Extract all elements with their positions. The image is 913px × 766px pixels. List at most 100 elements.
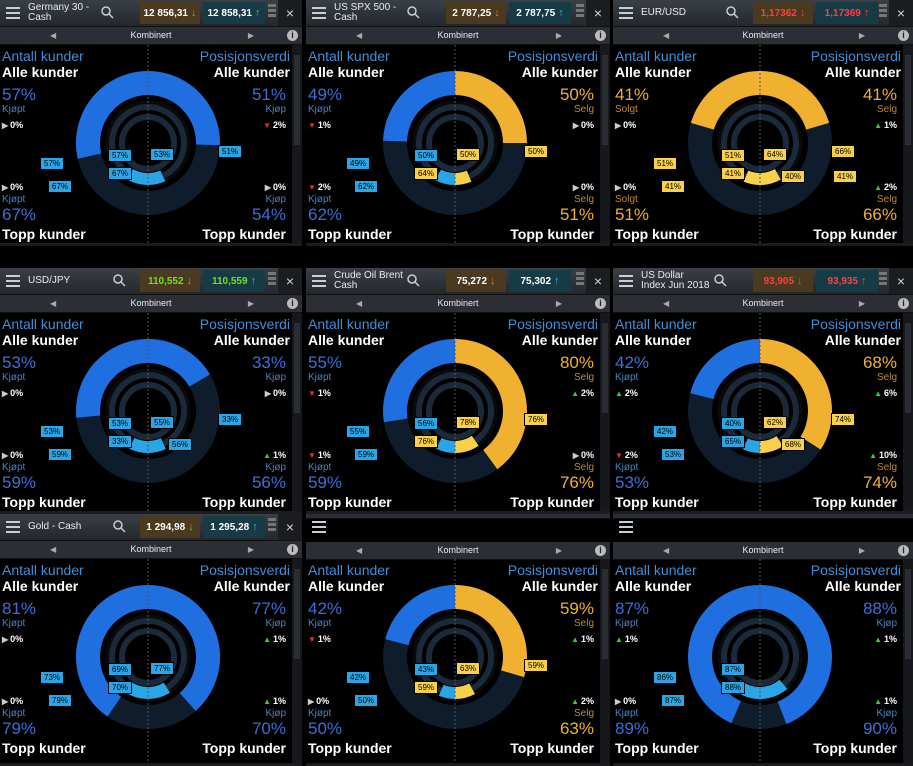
prev-view-icon[interactable]: ◀ [663,299,670,308]
scrollbar-thumb[interactable] [905,55,911,145]
next-view-icon[interactable]: ▶ [858,31,865,40]
scrollbar[interactable] [292,559,302,766]
view-label[interactable]: Kombinert [437,545,479,555]
close-icon[interactable]: × [889,268,913,294]
info-icon[interactable]: i [287,544,298,555]
view-label[interactable]: Kombinert [130,30,172,40]
view-label[interactable]: Kombinert [742,30,784,40]
view-label[interactable]: Kombinert [742,545,784,555]
prev-view-icon[interactable]: ◀ [356,546,363,555]
next-view-icon[interactable]: ▶ [858,299,865,308]
buy-price-button[interactable]: 2 787,75 ↑ [509,2,571,24]
menu-icon[interactable] [4,272,22,290]
sell-price-button[interactable]: 93,905 ↓ [753,270,813,292]
search-icon[interactable] [100,5,114,19]
info-icon[interactable]: i [898,30,909,41]
prev-view-icon[interactable]: ◀ [356,31,363,40]
search-icon[interactable] [713,273,727,287]
menu-icon[interactable] [617,518,635,536]
scrollbar[interactable] [600,559,610,766]
close-icon[interactable]: × [889,0,913,26]
drag-handle-icon[interactable] [268,518,276,536]
sell-price-button[interactable]: 2 787,25 ↓ [446,2,506,24]
search-icon[interactable] [112,273,126,287]
drag-handle-icon[interactable] [576,4,584,22]
next-view-icon[interactable]: ▶ [555,546,562,555]
scrollbar-thumb[interactable] [294,323,300,413]
menu-icon[interactable] [310,518,328,536]
search-icon[interactable] [725,5,739,19]
buy-price-button[interactable]: 1 295,28 ↑ [203,516,265,538]
menu-icon[interactable] [4,518,22,536]
next-view-icon[interactable]: ▶ [858,546,865,555]
prev-view-icon[interactable]: ◀ [50,31,57,40]
scrollbar[interactable] [903,313,913,514]
view-label[interactable]: Kombinert [130,298,172,308]
search-icon[interactable] [406,273,420,287]
prev-view-icon[interactable]: ◀ [356,299,363,308]
drag-handle-icon[interactable] [268,272,276,290]
sell-price-button[interactable]: 1 294,98 ↓ [140,516,200,538]
scrollbar-thumb[interactable] [905,569,911,659]
search-icon[interactable] [112,519,126,533]
close-icon[interactable]: × [586,268,610,294]
instrument-title[interactable]: US SPX 500 - Cash [334,2,397,23]
sell-price-button[interactable]: 1,17362 ↓ [753,2,813,24]
drag-handle-icon[interactable] [879,272,887,290]
view-label[interactable]: Kombinert [742,298,784,308]
info-icon[interactable]: i [595,298,606,309]
prev-view-icon[interactable]: ◀ [50,299,57,308]
scrollbar-thumb[interactable] [602,569,608,659]
close-icon[interactable]: × [278,0,302,26]
instrument-title[interactable]: Gold - Cash [28,521,82,532]
prev-view-icon[interactable]: ◀ [50,545,57,554]
view-label[interactable]: Kombinert [130,544,172,554]
info-icon[interactable]: i [287,30,298,41]
drag-handle-icon[interactable] [879,4,887,22]
close-icon[interactable]: × [278,268,302,294]
sell-price-button[interactable]: 110,552 ↓ [140,270,200,292]
instrument-title[interactable]: USD/JPY [28,275,71,286]
buy-price-button[interactable]: 75,302 ↑ [509,270,571,292]
prev-view-icon[interactable]: ◀ [663,31,670,40]
scrollbar-thumb[interactable] [602,55,608,145]
next-view-icon[interactable]: ▶ [247,545,254,554]
scrollbar-thumb[interactable] [294,569,300,659]
instrument-title[interactable]: Germany 30 - Cash [28,2,90,23]
buy-price-button[interactable]: 110,559 ↑ [203,270,265,292]
instrument-title[interactable]: Crude Oil Brent Cash [334,270,403,291]
menu-icon[interactable] [617,272,635,290]
instrument-title[interactable]: US Dollar Index Jun 2018 [641,270,710,291]
next-view-icon[interactable]: ▶ [247,31,254,40]
instrument-title[interactable]: EUR/USD [641,7,687,18]
view-label[interactable]: Kombinert [437,298,479,308]
search-icon[interactable] [406,5,420,19]
sell-price-button[interactable]: 75,272 ↓ [446,270,506,292]
scrollbar-thumb[interactable] [905,323,911,413]
view-label[interactable]: Kombinert [437,30,479,40]
info-icon[interactable]: i [898,298,909,309]
scrollbar[interactable] [600,313,610,514]
menu-icon[interactable] [617,4,635,22]
next-view-icon[interactable]: ▶ [555,299,562,308]
drag-handle-icon[interactable] [268,4,276,22]
scrollbar[interactable] [903,45,913,246]
info-icon[interactable]: i [595,30,606,41]
scrollbar[interactable] [600,45,610,246]
next-view-icon[interactable]: ▶ [555,31,562,40]
info-icon[interactable]: i [898,545,909,556]
buy-price-button[interactable]: 93,935 ↑ [816,270,878,292]
buy-price-button[interactable]: 12 858,31 ↑ [203,2,265,24]
info-icon[interactable]: i [287,298,298,309]
next-view-icon[interactable]: ▶ [247,299,254,308]
buy-price-button[interactable]: 1,17369 ↑ [816,2,878,24]
scrollbar-thumb[interactable] [602,323,608,413]
drag-handle-icon[interactable] [576,272,584,290]
scrollbar-thumb[interactable] [294,55,300,145]
close-icon[interactable]: × [278,514,302,540]
menu-icon[interactable] [310,4,328,22]
close-icon[interactable]: × [586,0,610,26]
scrollbar[interactable] [903,559,913,766]
menu-icon[interactable] [310,272,328,290]
scrollbar[interactable] [292,313,302,514]
